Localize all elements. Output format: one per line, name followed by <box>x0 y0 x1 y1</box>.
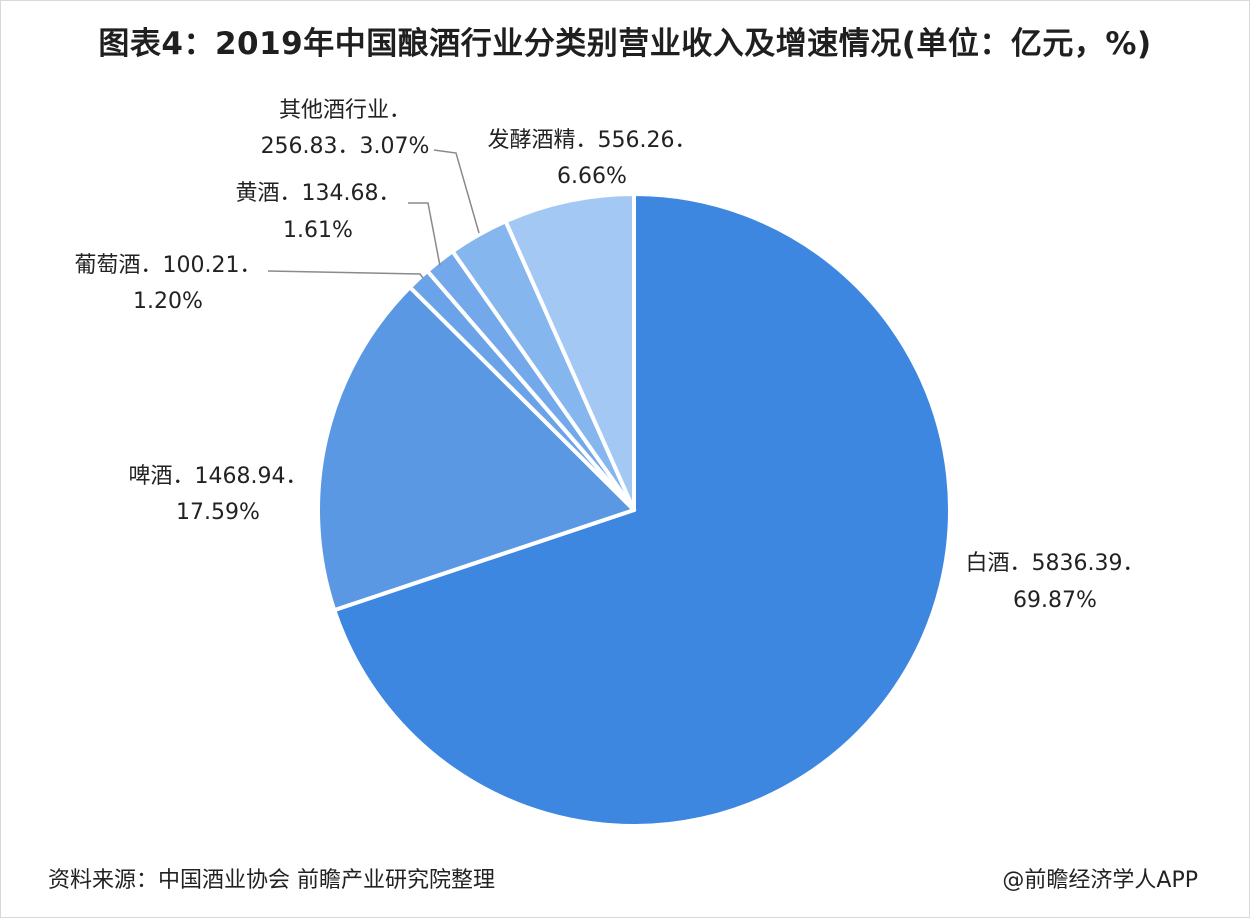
data-label-beer-line1: 啤酒．1468.94． <box>129 464 308 489</box>
data-label-alcohol-line2: 6.66% <box>557 164 627 189</box>
data-label-baijiu-line1: 白酒．5836.39． <box>966 551 1145 576</box>
credit-note: @前瞻经济学人APP <box>1002 868 1198 893</box>
source-note: 资料来源：中国酒业协会 前瞻产业研究院整理 <box>48 868 495 893</box>
leader-line-wine <box>267 270 424 279</box>
leader-line-huangjiu <box>408 202 441 267</box>
data-label-wine-line1: 葡萄酒．100.21． <box>75 253 262 278</box>
pie-slice-baijiu <box>332 192 952 828</box>
chart-title: 图表4：2019年中国酿酒行业分类别营业收入及增速情况(单位：亿元，%) <box>98 26 1152 62</box>
data-label-baijiu-line2: 69.87% <box>1013 588 1097 613</box>
data-label-beer-line2: 17.59% <box>176 500 260 525</box>
data-label-other-line2: 256.83．3.07% <box>261 134 430 159</box>
pie-slice-beer <box>316 285 636 613</box>
data-label-huangjiu-line1: 黄酒．134.68． <box>236 181 401 206</box>
data-label-alcohol-line1: 发酵酒精．556.26． <box>488 128 697 153</box>
leader-line-other <box>433 149 480 234</box>
data-label-huangjiu-line2: 1.61% <box>283 218 353 243</box>
data-label-wine-line2: 1.20% <box>133 289 203 314</box>
pie-slice-alcohol <box>503 192 636 512</box>
data-label-other-line1: 其他酒行业． <box>279 98 411 123</box>
